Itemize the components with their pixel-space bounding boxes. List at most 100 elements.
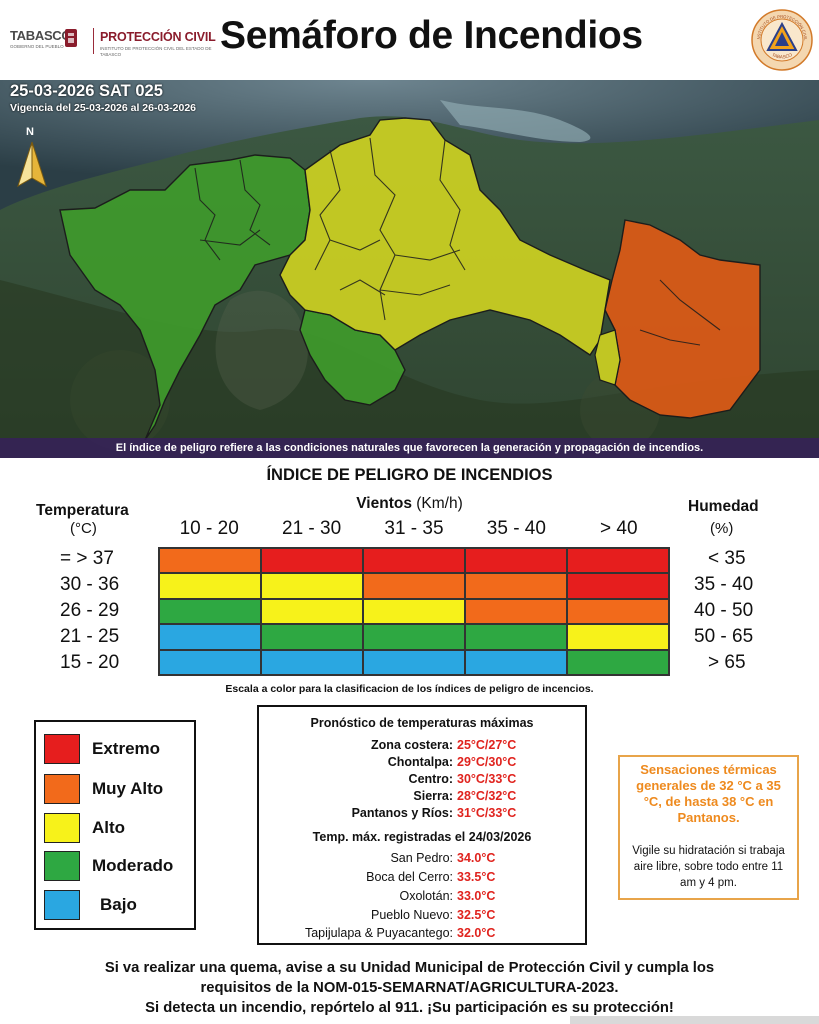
risk-cell-bajo [363, 649, 465, 675]
footer-advisory: Si va realizar una quema, avise a su Uni… [20, 958, 799, 1018]
temp-range: = > 37 [60, 548, 114, 569]
humidity-axis-unit: (%) [710, 520, 734, 537]
wind-range: 35 - 40 [486, 518, 546, 539]
risk-cell-bajo [465, 649, 567, 675]
recorded-station: Tapijulapa & Puyacantego: [304, 926, 453, 940]
map-lagoon [440, 100, 591, 142]
risk-matrix [158, 547, 670, 676]
tabasco-logo: TABASCO GOBIERNO DEL PUEBLO [10, 28, 94, 56]
recorded-value: 34.0°C [457, 851, 496, 865]
risk-cell-extremo [363, 548, 465, 574]
civil-protection-seal-icon: INSTITUTO DE PROTECCIÓN CIVIL TABASCO [751, 9, 813, 71]
risk-cell-extremo [567, 573, 669, 599]
wind-axis-title: Vientos (Km/h) [0, 495, 819, 513]
map-gulf-water [0, 80, 819, 210]
wind-range: 31 - 35 [384, 518, 444, 539]
map-zone-muy-alto-east [604, 219, 761, 419]
bulletin-validity: Vigencia del 25-03-2026 al 26-03-2026 [10, 102, 197, 114]
hydration-tip: Vigile su hidratación si trabaja aire li… [632, 845, 785, 889]
seal-text-bottom: TABASCO [771, 52, 793, 60]
recorded-station: Pueblo Nuevo: [370, 908, 453, 922]
wind-range: 10 - 20 [179, 518, 239, 539]
legend-item-extremo: Extremo [44, 734, 194, 764]
recorded-station: San Pedro: [390, 851, 453, 865]
risk-cell-muy-alto [465, 573, 567, 599]
humidity-range: 35 - 40 [694, 574, 754, 595]
recorded-row: Boca del Cerro: 33.5°C [259, 870, 585, 886]
forecast-row: Pantanos y Ríos: 31°C/33°C [259, 806, 585, 822]
map-zone-alto-central [279, 117, 611, 356]
temperature-forecast: Pronóstico de temperaturas máximas Zona … [257, 705, 587, 945]
legend-item-muy-alto: Muy Alto [44, 774, 194, 804]
legend-item-moderado: Moderado [44, 851, 194, 881]
risk-cell-alto [159, 573, 261, 599]
heat-advisory: Sensaciones térmicas generales de 32 °C … [618, 755, 799, 900]
legend-label: Moderado [92, 856, 174, 875]
recorded-value: 32.0°C [457, 926, 496, 940]
forecast-zone: Pantanos y Ríos: [351, 806, 453, 820]
legend-item-bajo: Bajo [44, 890, 194, 920]
legend-label: Bajo [100, 895, 137, 914]
tabasco-logo-mark-icon [65, 29, 77, 47]
forecast-value: 25°C/27°C [457, 738, 517, 752]
risk-cell-moderado [465, 624, 567, 650]
forecast-zone: Sierra: [413, 789, 453, 803]
temp-range: 21 - 25 [60, 626, 120, 647]
north-arrow: N [12, 126, 52, 190]
legend-swatch [44, 890, 80, 920]
wind-range: 21 - 30 [282, 518, 342, 539]
header: TABASCO GOBIERNO DEL PUEBLO PROTECCIÓN C… [0, 0, 819, 80]
map-disclaimer: El índice de peligro refiere a las condi… [0, 438, 819, 458]
tabasco-logo-word: TABASCO [10, 28, 72, 43]
forecast-row: Centro: 30°C/33°C [259, 772, 585, 788]
page-title: Semáforo de Incendios [220, 14, 643, 57]
risk-cell-extremo [567, 548, 669, 574]
wind-range: > 40 [600, 518, 638, 539]
temp-range: 30 - 36 [60, 574, 120, 595]
risk-cell-alto [567, 624, 669, 650]
heat-advisory-text: Sensaciones térmicas generales de 32 °C … [636, 762, 781, 825]
temperature-axis-unit: (°C) [70, 520, 97, 537]
humidity-range: < 35 [708, 548, 746, 569]
recorded-title: Temp. máx. registradas el 24/03/2026 [312, 830, 532, 844]
recorded-value: 32.5°C [457, 908, 496, 922]
risk-cell-alto [363, 598, 465, 625]
humidity-range: > 65 [708, 652, 746, 673]
recorded-row: Pueblo Nuevo: 32.5°C [259, 908, 585, 924]
forecast-zone: Chontalpa: [387, 755, 453, 769]
north-label: N [26, 126, 34, 138]
risk-cell-moderado [363, 624, 465, 650]
recorded-row: San Pedro: 34.0°C [259, 851, 585, 867]
legend-swatch [44, 734, 80, 764]
scale-note: Escala a color para la clasificacion de … [225, 683, 594, 695]
map-zone-moderado-west [59, 154, 311, 441]
risk-cell-alto [261, 598, 363, 625]
legend-label: Alto [92, 818, 126, 837]
index-title: ÍNDICE DE PELIGRO DE INCENDIOS [266, 466, 553, 484]
legend-item-alto: Alto [44, 813, 194, 843]
temp-range: 26 - 29 [60, 600, 120, 621]
recorded-station: Boca del Cerro: [366, 870, 453, 884]
humidity-range: 50 - 65 [694, 626, 754, 647]
proteccion-civil-logo: PROTECCIÓN CIVIL INSTITUTO DE PROTECCIÓN… [100, 30, 220, 57]
forecast-zone: Centro: [408, 772, 453, 786]
recorded-station: Oxolotán: [399, 889, 453, 903]
risk-cell-extremo [261, 548, 363, 574]
risk-cell-bajo [159, 649, 261, 675]
humidity-axis-label: Humedad [688, 498, 759, 515]
legend-label: Extremo [92, 739, 161, 758]
footer-line: requisitos de la NOM-015-SEMARNAT/AGRICU… [200, 980, 619, 996]
humidity-range: 40 - 50 [694, 600, 754, 621]
recorded-row: Tapijulapa & Puyacantego: 32.0°C [259, 926, 585, 942]
footer-line: Si va realizar una quema, avise a su Uni… [104, 960, 715, 976]
forecast-row: Zona costera: 25°C/27°C [259, 738, 585, 754]
risk-cell-muy-alto [465, 598, 567, 625]
map-terrain-shade [0, 280, 819, 458]
recorded-value: 33.0°C [457, 889, 496, 903]
legend-swatch [44, 774, 80, 804]
map-terrain-patch-2 [70, 350, 170, 450]
temperature-axis-label: Temperatura [36, 502, 129, 519]
map-municipal-borders [194, 137, 721, 346]
risk-cell-bajo [261, 649, 363, 675]
forecast-value: 30°C/33°C [457, 772, 517, 786]
